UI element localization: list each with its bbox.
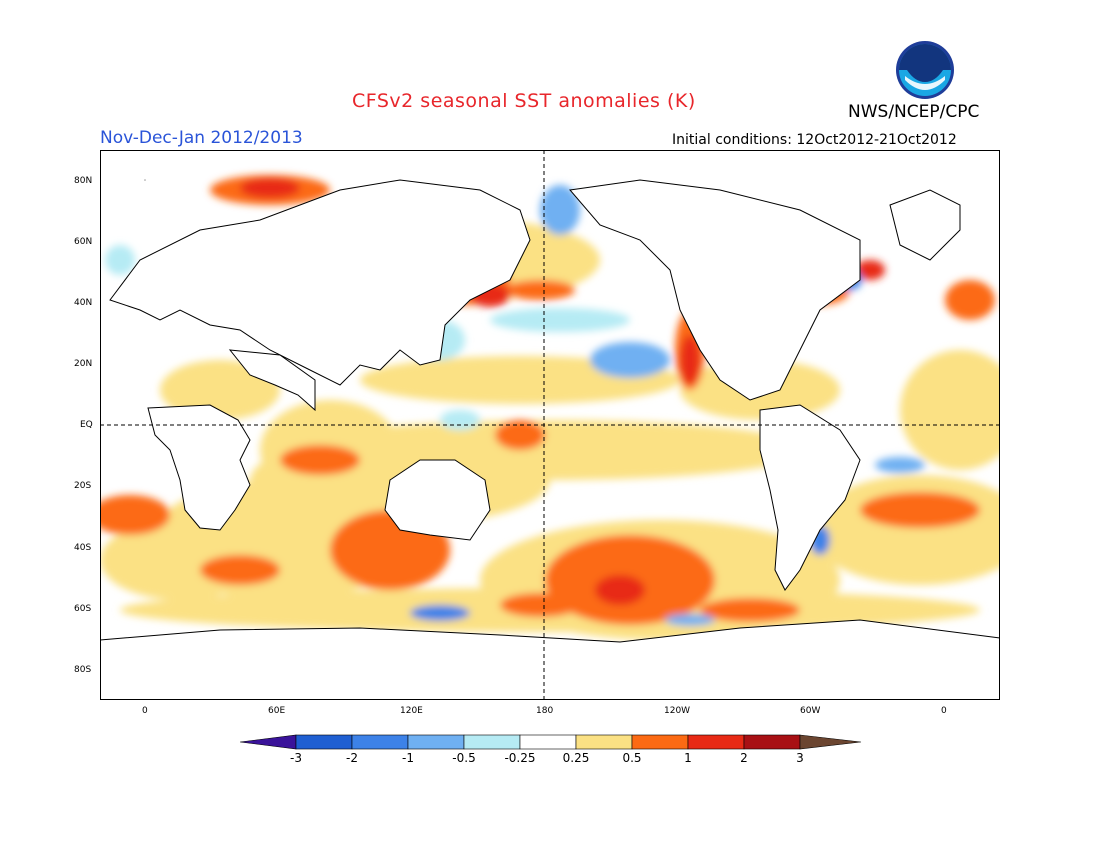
lon-label: 60W xyxy=(800,706,821,716)
colorbar-label: 0.5 xyxy=(622,751,642,765)
colorbar-label: -2 xyxy=(346,751,358,765)
colorbar-label: 0.25 xyxy=(562,751,590,765)
colorbar-label: -3 xyxy=(290,751,302,765)
colorbar-swatch xyxy=(631,734,689,750)
colorbar-swatch xyxy=(519,734,577,750)
lat-label: 20N xyxy=(74,359,93,369)
colorbar-swatch xyxy=(463,734,521,750)
agency-label: NWS/NCEP/CPC xyxy=(848,102,980,122)
sst-anomaly-map xyxy=(100,150,1000,700)
lat-label: 60S xyxy=(74,604,92,614)
lat-label: 20S xyxy=(74,481,92,491)
lat-label: 80N xyxy=(74,176,93,186)
colorbar-swatch xyxy=(575,734,633,750)
colorbar xyxy=(240,734,862,750)
colorbar-label: -0.25 xyxy=(504,751,536,765)
lat-label: 40N xyxy=(74,298,93,308)
map-title: CFSv2 seasonal SST anomalies (K) xyxy=(352,90,696,112)
forecast-period: Nov-Dec-Jan 2012/2013 xyxy=(100,128,303,148)
colorbar-label: -0.5 xyxy=(452,751,476,765)
lat-label: 80S xyxy=(74,665,92,675)
noaa-logo xyxy=(896,41,954,99)
lat-label: EQ xyxy=(80,420,93,430)
initial-conditions: Initial conditions: 12Oct2012-21Oct2012 xyxy=(672,132,957,148)
lon-label: 60E xyxy=(268,706,286,716)
lon-label: 0 xyxy=(941,706,947,716)
colorbar-swatch xyxy=(687,734,745,750)
colorbar-swatch xyxy=(295,734,353,750)
lat-label: 60N xyxy=(74,237,93,247)
colorbar-arrow-low xyxy=(240,734,297,750)
lon-label: 120E xyxy=(400,706,423,716)
colorbar-label: 2 xyxy=(740,751,748,765)
lat-label: 40S xyxy=(74,543,92,553)
lon-label: 120W xyxy=(664,706,691,716)
colorbar-label: -1 xyxy=(402,751,414,765)
colorbar-arrow-high xyxy=(799,734,862,750)
lon-label: 180 xyxy=(536,706,554,716)
colorbar-swatch xyxy=(351,734,409,750)
lon-label: 0 xyxy=(142,706,148,716)
colorbar-swatch xyxy=(743,734,801,750)
colorbar-label: 3 xyxy=(796,751,804,765)
colorbar-label: 1 xyxy=(684,751,692,765)
colorbar-swatch xyxy=(407,734,465,750)
